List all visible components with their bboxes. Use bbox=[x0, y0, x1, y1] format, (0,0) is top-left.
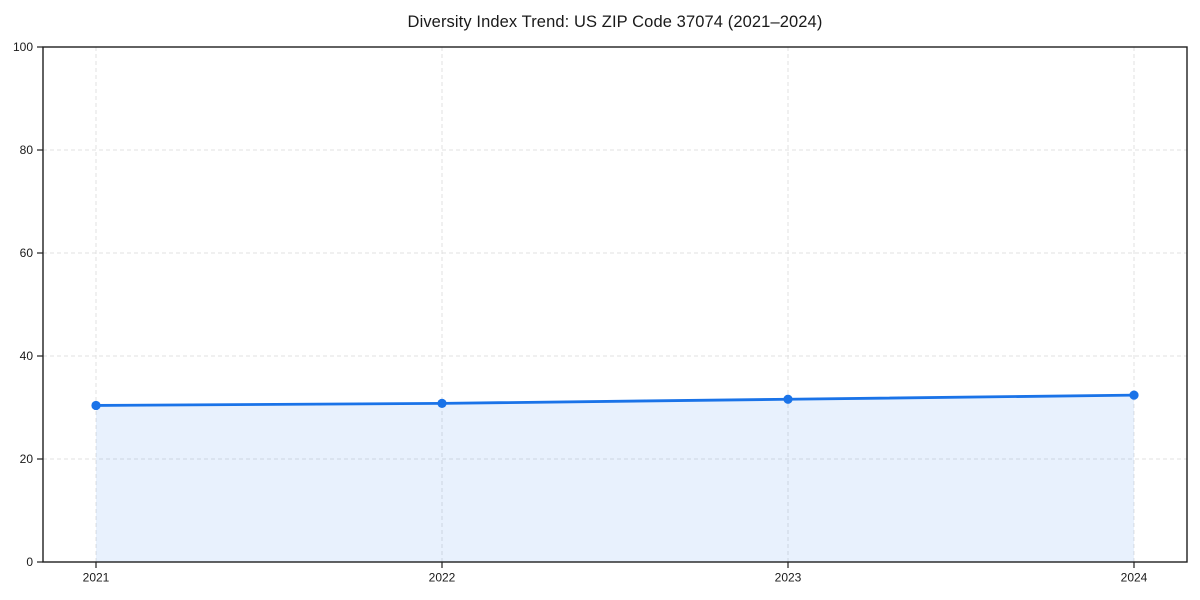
y-tick-label: 60 bbox=[20, 246, 34, 260]
y-tick-label: 80 bbox=[20, 143, 34, 157]
y-tick-label: 20 bbox=[20, 452, 34, 466]
data-point-marker bbox=[1129, 390, 1139, 400]
x-tick-label: 2022 bbox=[429, 571, 456, 585]
data-point-marker bbox=[783, 394, 793, 404]
plot-border bbox=[42, 46, 1188, 563]
y-tick-label: 100 bbox=[13, 40, 33, 54]
x-tick-label: 2024 bbox=[1121, 571, 1148, 585]
x-tick-label: 2021 bbox=[83, 571, 110, 585]
chart-title: Diversity Index Trend: US ZIP Code 37074… bbox=[407, 13, 823, 31]
data-point-marker bbox=[91, 400, 101, 411]
x-tick-label: 2023 bbox=[775, 571, 802, 585]
y-tick-label: 40 bbox=[20, 349, 34, 363]
series-area-fill bbox=[96, 395, 1134, 562]
series-line bbox=[94, 393, 1136, 407]
y-tick-label: 0 bbox=[26, 555, 33, 569]
data-point-marker bbox=[437, 398, 447, 408]
